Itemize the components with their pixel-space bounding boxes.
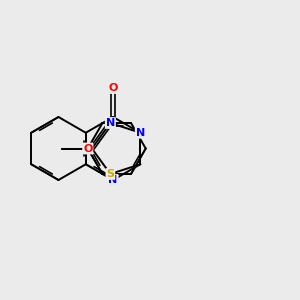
Text: O: O — [108, 83, 118, 93]
Text: S: S — [106, 169, 114, 179]
Text: N: N — [106, 118, 115, 128]
Text: O: O — [83, 143, 92, 154]
Text: N: N — [108, 175, 118, 185]
Text: N: N — [136, 128, 145, 138]
